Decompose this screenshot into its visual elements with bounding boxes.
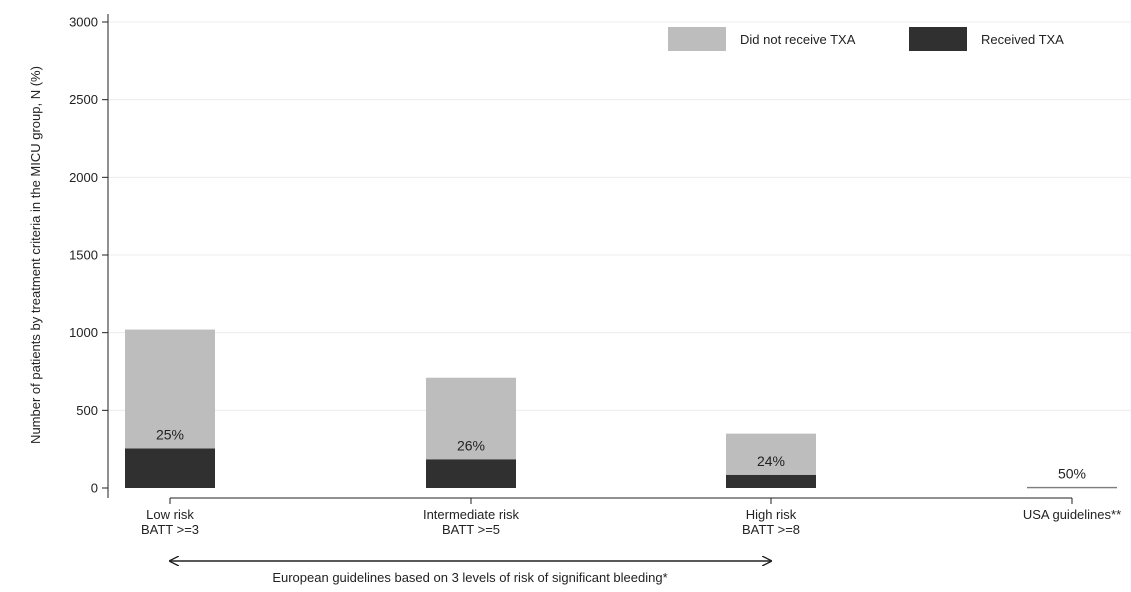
bar-received-txa	[125, 448, 215, 488]
legend-swatch	[668, 27, 726, 51]
bar-did-not-receive-txa	[1027, 486, 1117, 488]
axes	[102, 14, 1073, 561]
y-tick-label: 500	[76, 403, 98, 418]
bars	[125, 329, 1117, 489]
legend-swatch	[909, 27, 967, 51]
bar-received-txa	[426, 459, 516, 488]
x-category-label: Intermediate risk	[423, 507, 520, 522]
bar-percent-label: 24%	[757, 453, 785, 469]
gridlines	[108, 21, 1131, 411]
y-tick-label: 2000	[69, 170, 98, 185]
bar-received-txa	[726, 474, 816, 488]
bar-did-not-receive-txa	[726, 433, 816, 475]
y-tick-label: 3000	[69, 15, 98, 30]
bar-percent-label: 26%	[457, 437, 485, 453]
y-tick-label: 1000	[69, 325, 98, 340]
y-tick-label: 2500	[69, 92, 98, 107]
x-category-label: USA guidelines**	[1023, 507, 1121, 522]
bar-did-not-receive-txa	[426, 377, 516, 460]
x-category-sublabel: BATT >=5	[442, 522, 500, 537]
bar-received-txa	[1027, 487, 1117, 489]
y-axis-title: Number of patients by treatment criteria…	[28, 66, 43, 444]
legend-label: Did not receive TXA	[740, 32, 856, 47]
y-tick-label: 0	[91, 481, 98, 496]
bar-did-not-receive-txa	[125, 329, 215, 449]
y-tick-label: 1500	[69, 248, 98, 263]
bar-percent-label: 25%	[156, 426, 184, 442]
x-category-sublabel: BATT >=8	[742, 522, 800, 537]
legend-label: Received TXA	[981, 32, 1064, 47]
x-category-sublabel: BATT >=3	[141, 522, 199, 537]
legend: Did not receive TXA Received TXA	[668, 27, 1064, 51]
x-category-label: High risk	[746, 507, 797, 522]
bar-percent-label: 50%	[1058, 465, 1086, 481]
guidelines-annotation: European guidelines based on 3 levels of…	[272, 570, 667, 585]
x-category-label: Low risk	[146, 507, 194, 522]
